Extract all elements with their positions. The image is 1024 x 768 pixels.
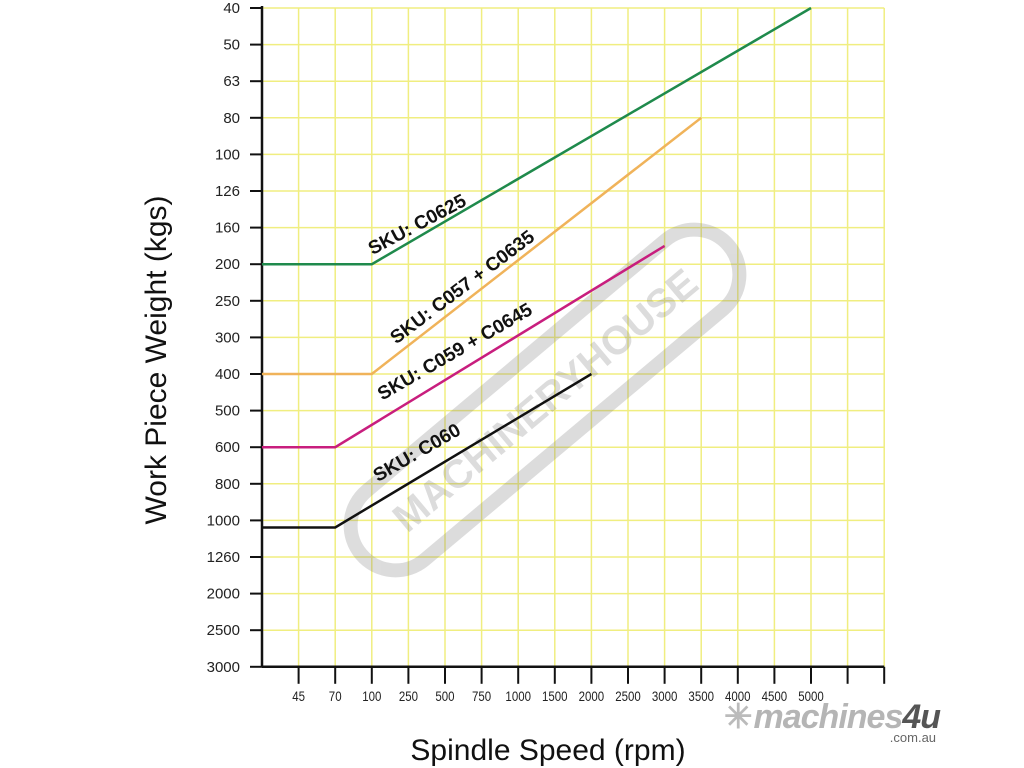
x-tick-label: 2500: [615, 688, 641, 704]
y-tick-label: 63: [223, 73, 240, 90]
x-axis-title: Spindle Speed (rpm): [410, 734, 685, 767]
y-tick-label: 2000: [207, 586, 240, 603]
y-tick-label: 3000: [207, 659, 240, 676]
y-tick-label: 50: [223, 37, 240, 54]
y-tick-label: 400: [215, 366, 240, 383]
grid: [262, 7, 885, 667]
x-tick-label: 3000: [652, 688, 678, 704]
x-tick-label: 70: [329, 688, 342, 704]
watermark: MACHINERYHOUSE: [343, 222, 747, 578]
y-axis-title: Work Piece Weight (kgs): [140, 196, 173, 525]
x-tick-label: 250: [399, 688, 418, 704]
y-tick-label: 800: [215, 476, 240, 493]
logo-star-icon: ✳: [724, 698, 752, 736]
watermark-badge: [343, 222, 747, 578]
y-tick-label: 300: [215, 329, 240, 346]
x-tick-label: 45: [292, 688, 305, 704]
series-line: [262, 6, 812, 266]
x-tick-label: 100: [362, 688, 381, 704]
y-tick-label: 160: [215, 220, 240, 237]
y-tick-label: 500: [215, 403, 240, 420]
x-tick-label: 4500: [762, 688, 788, 704]
x-tick-label: 1000: [505, 688, 531, 704]
series-label: SKU: C0625: [365, 190, 470, 259]
x-tick-label: 500: [435, 688, 454, 704]
y-tick-label: 100: [215, 146, 240, 163]
y-tick-label: 80: [223, 110, 240, 127]
y-tick-label: 200: [215, 256, 240, 273]
x-tick-label: 1500: [542, 688, 568, 704]
x-tick-label: 2000: [579, 688, 605, 704]
y-tick-label: 2500: [207, 622, 240, 639]
y-tick-label: 1260: [207, 549, 240, 566]
x-tick-label: 750: [472, 688, 491, 704]
y-tick-label: 600: [215, 439, 240, 456]
x-tick-label: 5000: [798, 688, 824, 704]
x-tick-label: 4000: [725, 688, 751, 704]
series-label: SKU: C057 + C0635: [387, 226, 540, 348]
machines4u-logo: ✳machines4u .com.au: [724, 698, 941, 745]
y-tick-label: 40: [223, 0, 240, 17]
y-tick-label: 1000: [207, 512, 240, 529]
axes: 40 50 63 80 100 126 160 200 250 300 400 500 600 800 10…: [207, 0, 886, 704]
y-tick-label: 126: [215, 183, 240, 200]
x-tick-label: 3500: [688, 688, 714, 704]
y-tick-label: 250: [215, 293, 240, 310]
series-lines: [261, 6, 812, 529]
